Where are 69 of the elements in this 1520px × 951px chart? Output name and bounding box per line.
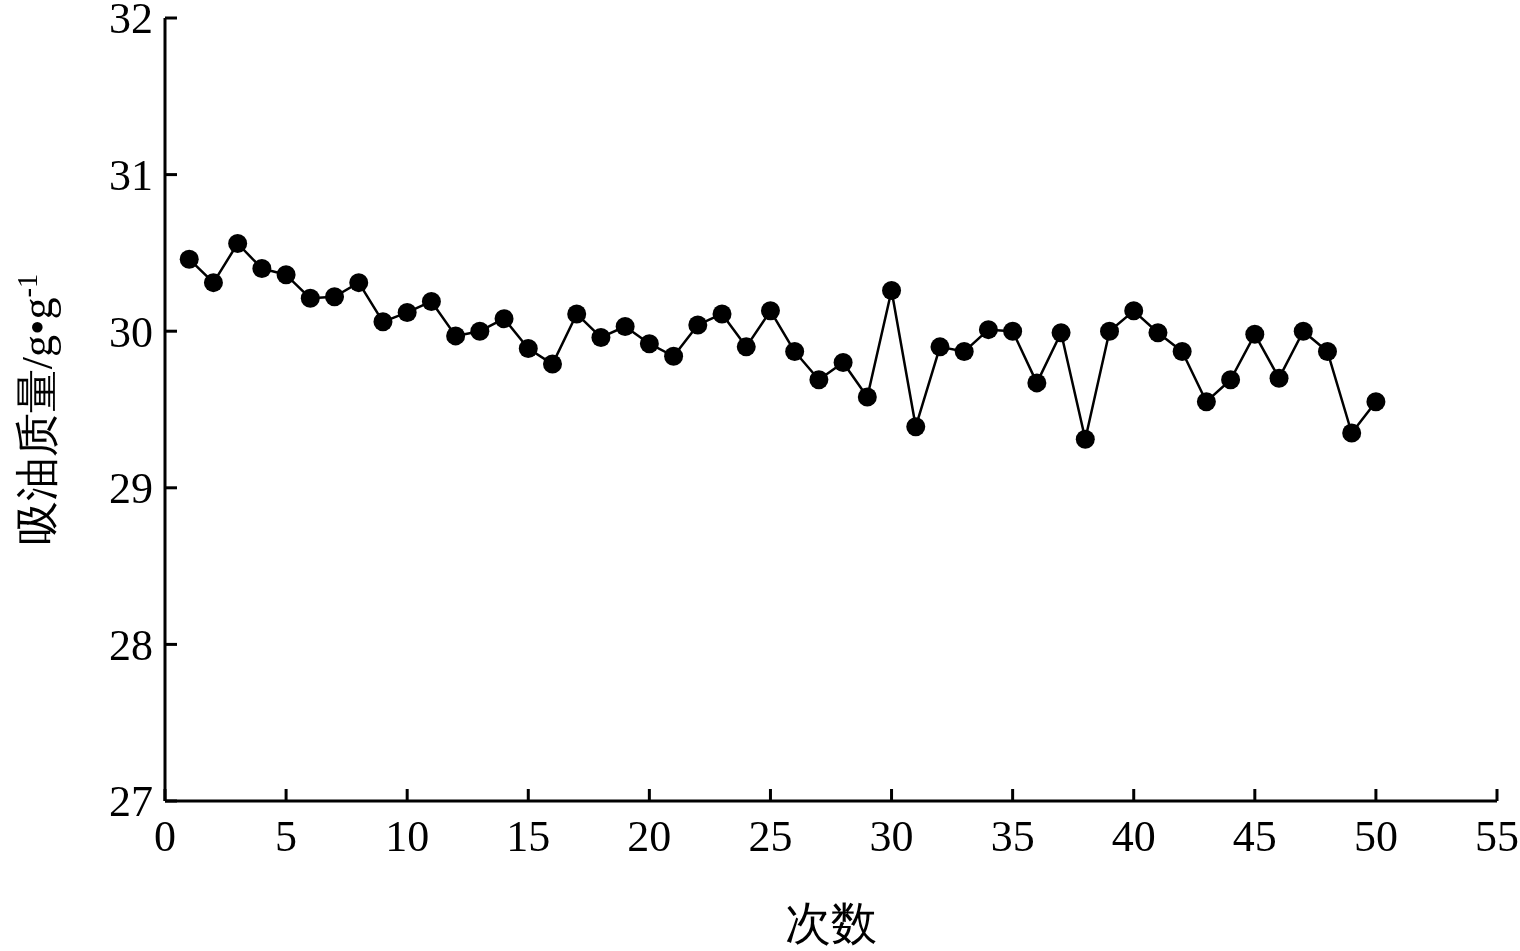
x-tick-label: 40 bbox=[1111, 812, 1156, 861]
point bbox=[1124, 301, 1144, 321]
y-tick-label: 30 bbox=[109, 307, 153, 357]
point bbox=[179, 249, 199, 269]
x-tick-label: 25 bbox=[748, 812, 793, 861]
point bbox=[542, 354, 562, 374]
point bbox=[494, 309, 514, 329]
point bbox=[1245, 324, 1265, 344]
point bbox=[518, 338, 538, 358]
point bbox=[712, 304, 732, 324]
x-tick-label: 0 bbox=[154, 812, 176, 861]
point bbox=[1075, 429, 1095, 449]
x-tick-label: 30 bbox=[869, 812, 914, 861]
x-tick-label: 10 bbox=[385, 812, 430, 861]
point bbox=[1196, 392, 1216, 412]
point bbox=[978, 320, 998, 340]
point bbox=[882, 280, 902, 300]
x-axis-title: 次数 bbox=[785, 898, 877, 949]
x-tick-label: 45 bbox=[1232, 812, 1277, 861]
point bbox=[397, 302, 417, 322]
point bbox=[809, 370, 829, 390]
point bbox=[228, 234, 248, 253]
point bbox=[373, 312, 393, 332]
point bbox=[252, 259, 272, 279]
point bbox=[906, 417, 926, 437]
point bbox=[736, 337, 756, 357]
x-tick-label: 20 bbox=[627, 812, 672, 861]
y-tick-label: 31 bbox=[109, 151, 153, 200]
point bbox=[203, 273, 223, 293]
point bbox=[1051, 323, 1071, 343]
y-tick-label: 32 bbox=[109, 0, 153, 44]
y-tick-label: 27 bbox=[109, 777, 153, 827]
point bbox=[567, 304, 587, 324]
point bbox=[857, 387, 877, 407]
x-tick-label: 5 bbox=[275, 812, 298, 861]
y-tick-label: 28 bbox=[109, 620, 153, 670]
point bbox=[1027, 373, 1047, 393]
point bbox=[1148, 323, 1168, 343]
x-tick-label: 15 bbox=[506, 812, 551, 861]
point bbox=[664, 346, 684, 366]
x-tick-label: 55 bbox=[1475, 812, 1519, 861]
point bbox=[954, 342, 974, 362]
point bbox=[833, 353, 853, 373]
point bbox=[1100, 321, 1120, 341]
point bbox=[639, 334, 659, 354]
point bbox=[1317, 342, 1337, 362]
point bbox=[300, 288, 320, 308]
x-tick-label: 50 bbox=[1353, 812, 1398, 861]
point bbox=[421, 291, 441, 311]
point bbox=[615, 317, 635, 336]
point bbox=[591, 327, 611, 347]
point bbox=[1293, 321, 1313, 341]
point bbox=[688, 315, 708, 335]
point bbox=[1366, 392, 1386, 412]
point bbox=[1342, 423, 1362, 443]
point bbox=[760, 301, 780, 321]
point bbox=[1269, 368, 1289, 388]
point bbox=[276, 265, 296, 285]
point bbox=[785, 342, 805, 362]
point bbox=[325, 287, 345, 307]
x-tick-label: 35 bbox=[990, 812, 1035, 861]
y-tick-label: 29 bbox=[109, 464, 153, 514]
point bbox=[470, 321, 490, 341]
point bbox=[446, 326, 466, 346]
point bbox=[930, 337, 950, 357]
point bbox=[1172, 342, 1192, 362]
point bbox=[1003, 321, 1023, 341]
point bbox=[1221, 370, 1241, 390]
point bbox=[349, 273, 369, 293]
